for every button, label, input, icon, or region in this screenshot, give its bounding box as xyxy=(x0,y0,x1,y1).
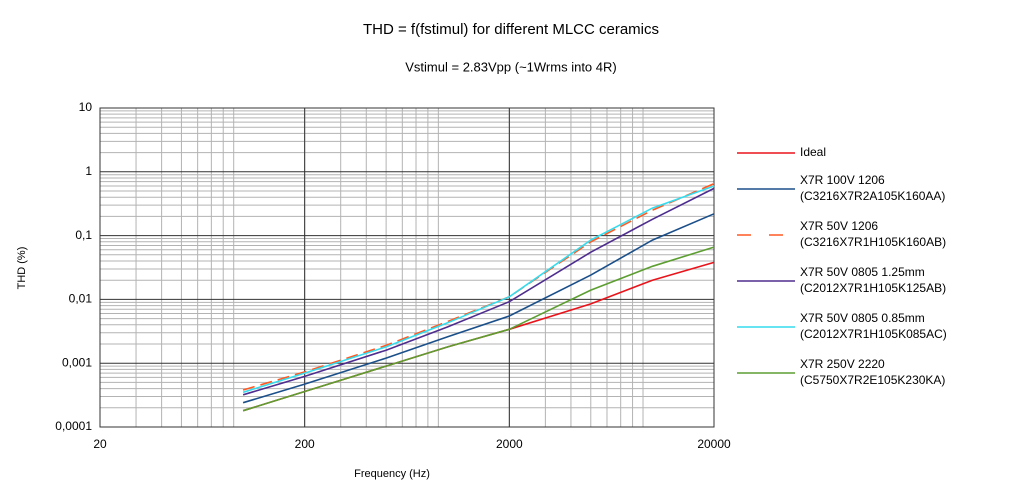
legend-label: X7R 50V 1206 xyxy=(800,219,878,233)
series-line xyxy=(242,182,715,391)
series-line xyxy=(242,185,715,394)
legend-label: X7R 50V 0805 0.85mm xyxy=(800,311,925,325)
x-axis-label: Frequency (Hz) xyxy=(354,468,430,480)
x-tick-label: 2000 xyxy=(496,437,523,451)
series-line xyxy=(242,246,715,412)
legend-label: (C5750X7R2E105K230KA) xyxy=(800,373,945,387)
y-tick-label: 0,0001 xyxy=(55,419,92,433)
y-tick-label: 0,001 xyxy=(62,355,92,369)
y-tick-label: 1 xyxy=(85,164,92,178)
legend-label: (C3216X7R1H105K160AB) xyxy=(800,235,946,249)
chart-subtitle: Vstimul = 2.83Vpp (~1Wrms into 4R) xyxy=(405,59,616,74)
series-line xyxy=(242,213,715,404)
chart-title: THD = f(fstimul) for different MLCC cera… xyxy=(363,21,659,38)
y-tick-label: 0,01 xyxy=(69,292,93,306)
series-line xyxy=(242,187,715,396)
y-axis-label: THD (%) xyxy=(16,247,28,290)
plot-border xyxy=(99,107,715,428)
y-tick-label: 10 xyxy=(79,100,93,114)
legend-label: (C2012X7R1H105K125AB) xyxy=(800,281,946,295)
y-tick-label: 0,1 xyxy=(75,228,92,242)
legend-label: X7R 50V 0805 1.25mm xyxy=(800,265,925,279)
legend-label: (C2012X7R1H105K085AC) xyxy=(800,327,947,341)
legend-label: (C3216X7R2A105K160AA) xyxy=(800,189,945,203)
x-tick-label: 20000 xyxy=(697,437,731,451)
legend-label: X7R 250V 2220 xyxy=(800,357,885,371)
x-tick-label: 20 xyxy=(93,437,107,451)
legend-label: X7R 100V 1206 xyxy=(800,173,885,187)
x-tick-label: 200 xyxy=(295,437,315,451)
legend-label: Ideal xyxy=(800,145,826,159)
